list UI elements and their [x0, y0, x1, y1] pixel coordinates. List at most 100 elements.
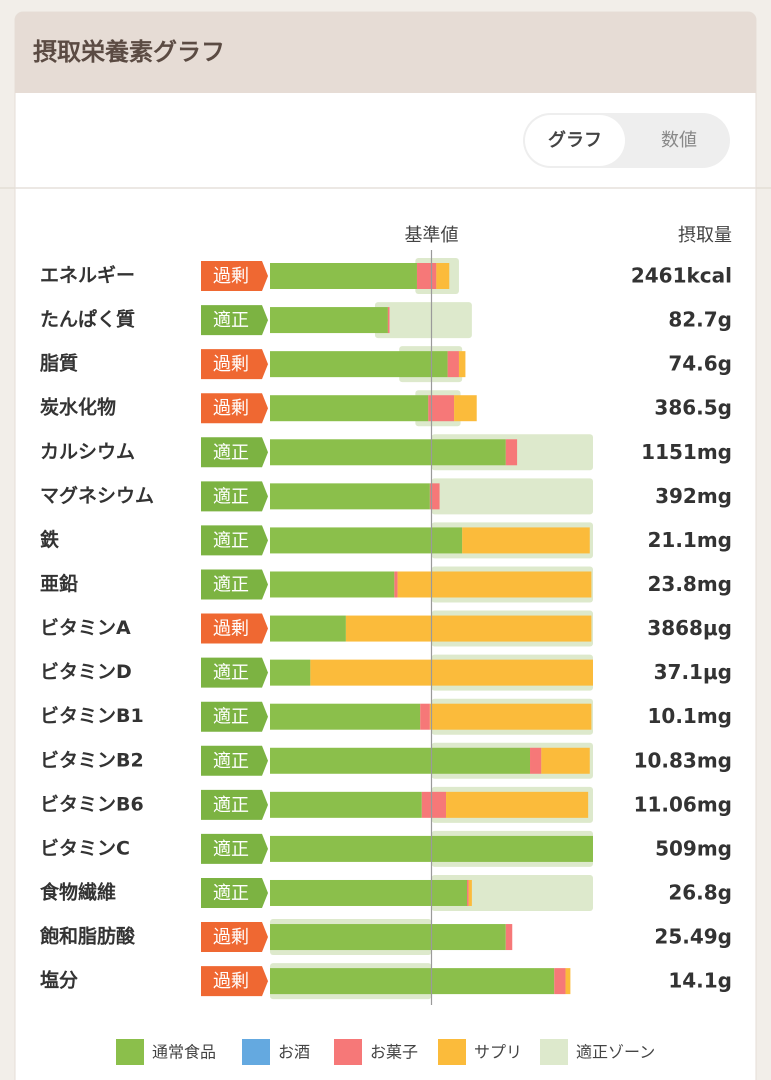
- amount-label: 10.83mg: [634, 748, 732, 772]
- nutrient-label: 鉄: [40, 528, 59, 551]
- toggle-option[interactable]: 数値: [661, 130, 697, 151]
- legend-swatch: [116, 1039, 144, 1065]
- nutrient-label: 食物繊維: [40, 880, 116, 903]
- amount-label: 74.6g: [668, 352, 732, 376]
- bar-segment: [270, 924, 506, 951]
- bar-segment: [421, 791, 447, 818]
- bar-segment: [468, 879, 472, 906]
- nutrient-label: ビタミンC: [40, 837, 130, 859]
- status-label: 適正: [213, 486, 249, 507]
- status-label: 過剰: [213, 619, 249, 640]
- nutrient-label: 飽和脂肪酸: [39, 925, 136, 948]
- bar-segment: [270, 703, 421, 730]
- nutrient-label: 亜鉛: [40, 572, 78, 595]
- reference-label: 基準値: [405, 225, 459, 246]
- bar-segment: [462, 527, 590, 554]
- status-badge: [201, 349, 268, 380]
- amount-label: 3868μg: [647, 616, 732, 640]
- bar-segment: [530, 747, 542, 774]
- status-badge: [201, 305, 268, 336]
- status-label: 適正: [213, 883, 249, 904]
- nutrient-label: ビタミンD: [40, 661, 132, 683]
- bar-segment: [270, 968, 555, 995]
- status-badge: [201, 481, 268, 512]
- status-label: 適正: [213, 530, 249, 551]
- bar-segment: [505, 439, 518, 466]
- bar-segment: [505, 924, 513, 951]
- legend-label: お菓子: [370, 1043, 418, 1062]
- bar-segment: [428, 395, 455, 422]
- bar-segment: [270, 483, 430, 510]
- status-badge: [201, 525, 268, 556]
- status-label: 適正: [213, 751, 249, 772]
- nutrient-label: ビタミンA: [40, 617, 131, 639]
- legend-label: 通常食品: [152, 1043, 216, 1062]
- bar-segment: [270, 615, 346, 642]
- bar-segment: [394, 571, 398, 598]
- amount-label: 25.49g: [654, 925, 732, 949]
- amount-label: 23.8mg: [647, 572, 732, 596]
- status-label: 過剰: [213, 398, 249, 419]
- bar-segment: [270, 879, 468, 906]
- toggle-selected[interactable]: [525, 115, 625, 166]
- legend-label: お酒: [278, 1043, 310, 1062]
- status-badge: [201, 745, 268, 776]
- bar-segment: [554, 968, 566, 995]
- status-badge: [201, 922, 268, 953]
- status-label: 適正: [213, 707, 249, 728]
- status-badge: [201, 569, 268, 600]
- bar-segment: [387, 307, 390, 334]
- status-badge: [201, 833, 268, 864]
- nutrient-label: 炭水化物: [40, 396, 116, 419]
- toggle-option[interactable]: グラフ: [548, 129, 602, 151]
- status-badge: [201, 437, 268, 468]
- nutrient-label: カルシウム: [40, 441, 135, 463]
- nutrient-label: マグネシウム: [40, 484, 154, 507]
- status-label: 適正: [213, 310, 249, 331]
- amount-label: 386.5g: [654, 396, 732, 420]
- status-badge: [201, 393, 268, 424]
- amount-label: 392mg: [655, 484, 732, 508]
- bar-segment: [270, 791, 422, 818]
- zone: [374, 302, 472, 339]
- amount-label: 2461kcal: [631, 264, 732, 288]
- bar-segment: [397, 571, 592, 598]
- bar-segment: [270, 747, 531, 774]
- status-label: 過剰: [213, 266, 249, 287]
- zone: [431, 478, 593, 515]
- amount-label: 509mg: [655, 836, 732, 860]
- status-label: 適正: [213, 839, 249, 860]
- toggle: グラフ 数値: [525, 115, 697, 166]
- nutrient-label: 塩分: [40, 969, 78, 992]
- amount-label: 1151mg: [641, 440, 732, 464]
- status-badge: [201, 613, 268, 644]
- status-label: 過剰: [213, 354, 249, 375]
- bar-segment: [345, 615, 592, 642]
- bar-segment: [270, 263, 417, 289]
- nutrient-label: ビタミンB2: [40, 749, 144, 771]
- legend-swatch: [540, 1039, 568, 1065]
- bar-segment: [270, 571, 395, 598]
- amount-label: 26.8g: [668, 880, 732, 904]
- bar-segment: [270, 527, 463, 554]
- bar-segment: [458, 351, 466, 378]
- status-badge: [201, 261, 268, 291]
- bar-segment: [270, 307, 388, 334]
- bar-segment: [270, 351, 448, 378]
- bar-segment: [565, 968, 571, 995]
- amount-label: 21.1mg: [647, 528, 732, 552]
- bar-segment: [447, 351, 459, 378]
- bar-segment: [446, 791, 589, 818]
- bar-segment: [429, 703, 592, 730]
- status-label: 過剰: [213, 927, 249, 948]
- legend-label: 適正ゾーン: [576, 1043, 655, 1062]
- bar-segment: [270, 395, 429, 422]
- amount-label: 11.06mg: [634, 792, 732, 816]
- status-badge: [201, 789, 268, 820]
- status-label: 適正: [213, 574, 249, 595]
- amount-label: 82.7g: [668, 308, 732, 332]
- bar-segment: [416, 263, 437, 289]
